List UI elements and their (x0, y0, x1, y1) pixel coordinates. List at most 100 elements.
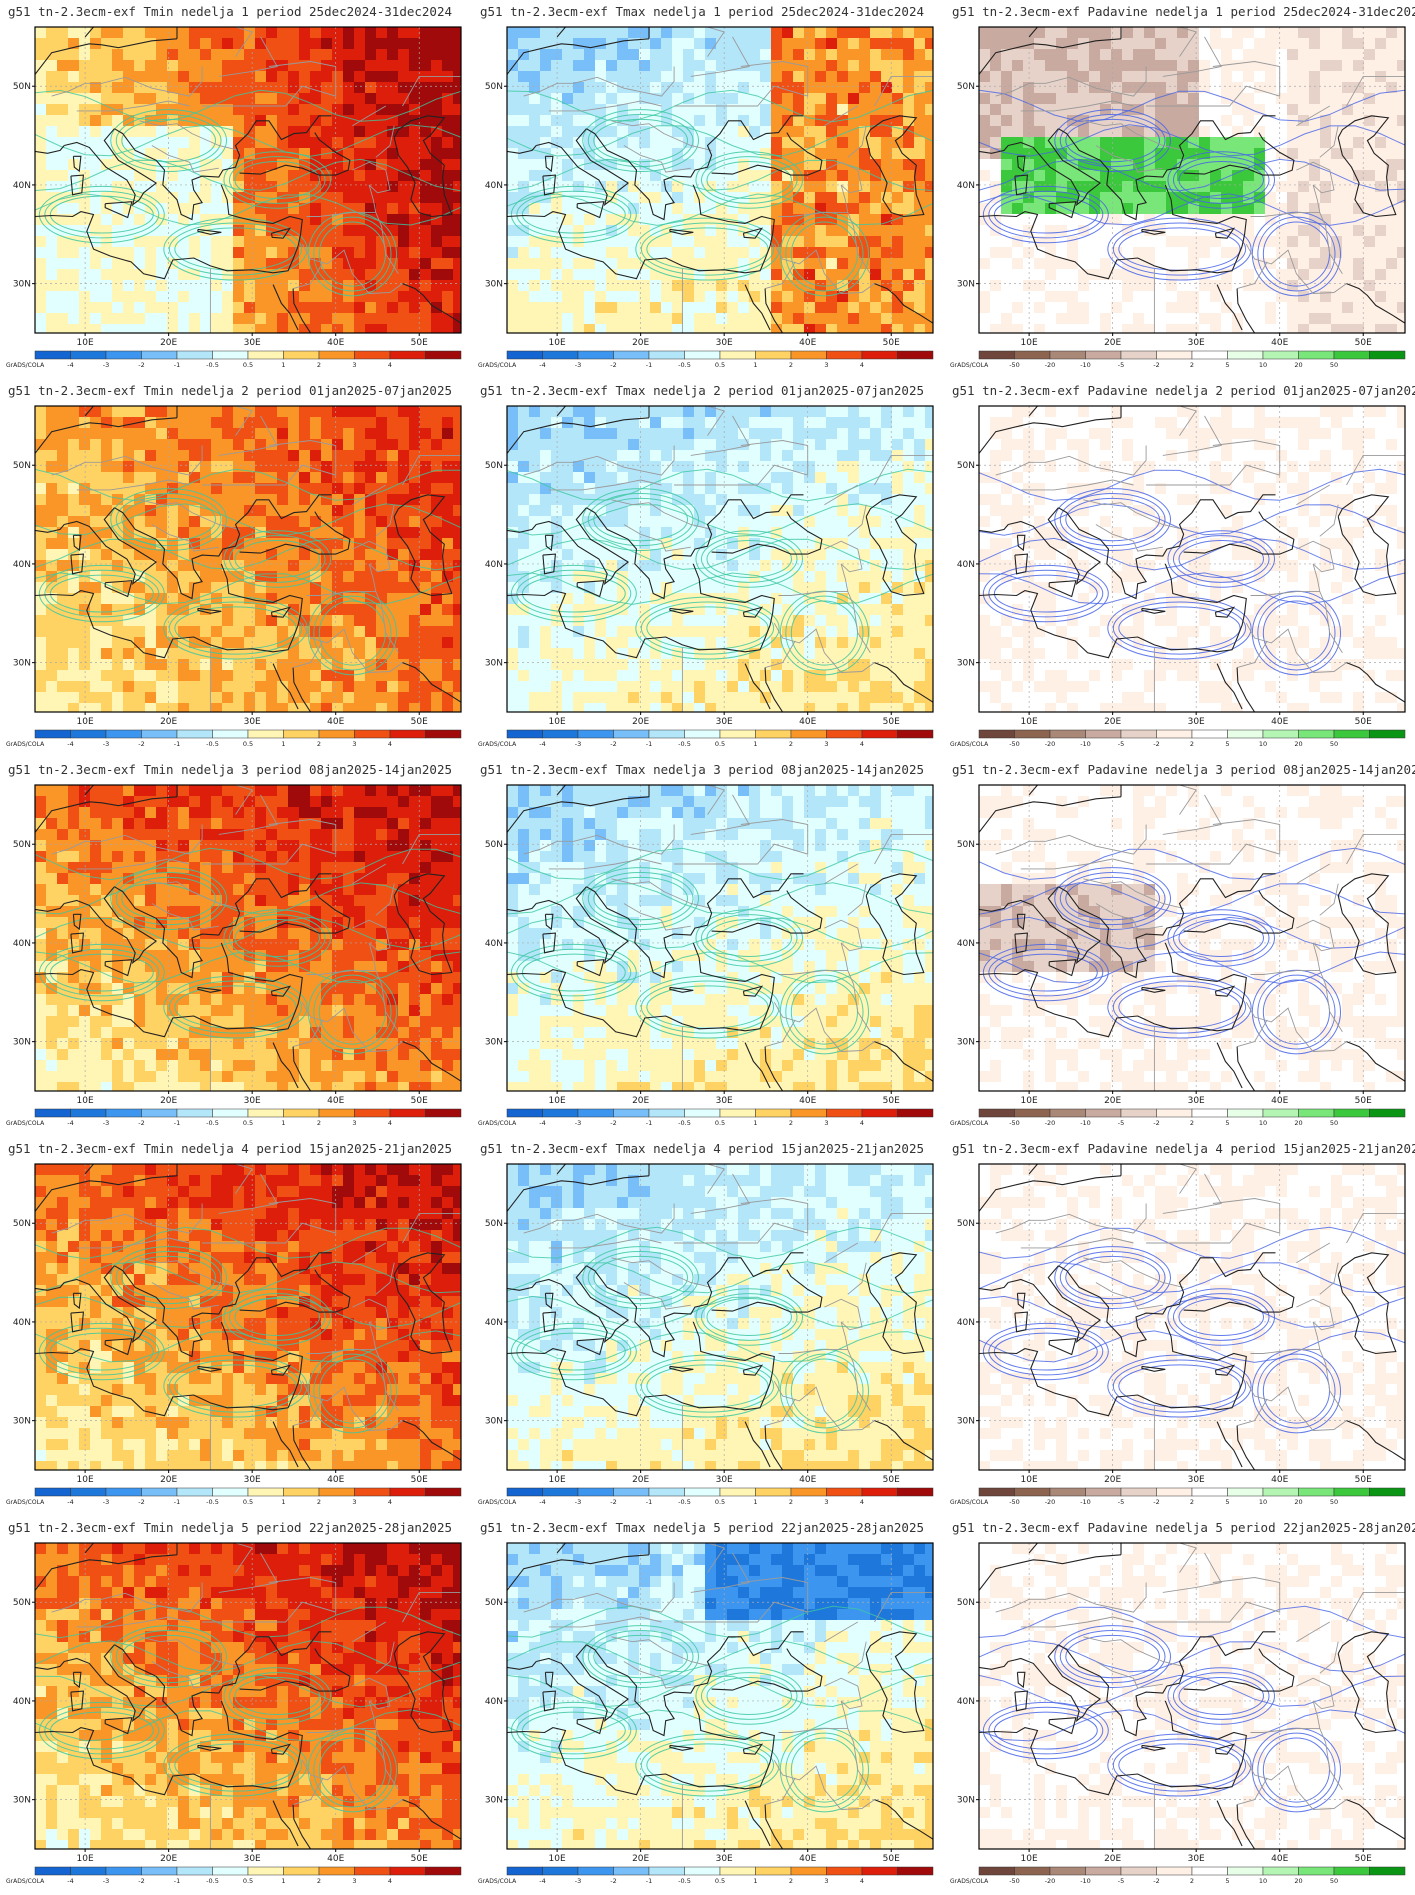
colorbar-swatch (613, 350, 650, 360)
colorbar-swatch (506, 729, 543, 739)
colorbar-label: -5 (1118, 740, 1124, 748)
lon-tick-label: 40E (799, 1096, 816, 1106)
grads-credit: GrADS/COLA (6, 1499, 45, 1506)
country-borders (523, 27, 933, 333)
lat-tick-label: 40N (957, 1697, 975, 1707)
colorbar-swatch (978, 1487, 1015, 1497)
colorbar-swatch (389, 350, 426, 360)
map-canvas: 10E 20E 30E 40E 50E 50N 40N 30N -4 -3 -2 -1 -0.5 0.5 1… (478, 784, 934, 1127)
map-canvas: 10E 20E 30E 40E 50E 50N 40N 30N -50 -20 -10 -5 -2 2 5 1… (950, 405, 1406, 748)
coastlines (35, 785, 461, 1091)
lat-tick-label: 30N (485, 659, 503, 669)
lon-tick-label: 50E (883, 1096, 900, 1106)
colorbar-swatch (176, 350, 213, 360)
map-canvas: 10E 20E 30E 40E 50E 50N 40N 30N -4 -3 -2 -1 -0.5 0.5 1… (478, 405, 934, 748)
lon-tick-label: 40E (799, 1475, 816, 1485)
colorbar-swatch (1227, 1866, 1264, 1876)
colorbar-swatch (141, 1487, 178, 1497)
country-borders (523, 1164, 933, 1470)
colorbar-label: 20 (1294, 1877, 1302, 1885)
colorbar-label: 1 (281, 740, 285, 748)
lon-tick-label: 50E (411, 1854, 428, 1864)
map-frame (34, 26, 462, 334)
colorbar-swatch (1191, 729, 1228, 739)
colorbar-label: 3 (352, 361, 356, 369)
map-panel-tmin-week-1: 10E 20E 30E 40E 50E 50N 40N 30N -4 -3 -2 -1 -0.5 0.5 1… (0, 0, 470, 379)
colorbar: -4 -3 -2 -1 -0.5 0.5 1 2 3 4 GrADS/COLA (6, 729, 462, 748)
lon-tick-label: 30E (244, 717, 261, 727)
lat-tick-label: 30N (485, 1796, 503, 1806)
colorbar-swatch (247, 1866, 284, 1876)
colorbar-swatch (1369, 350, 1406, 360)
colorbar-swatch (318, 1866, 355, 1876)
colorbar-swatch (354, 350, 391, 360)
country-borders (523, 406, 933, 712)
colorbar-swatch (176, 1866, 213, 1876)
country-borders (995, 1543, 1405, 1849)
map-panel-tmax-week-4: 10E 20E 30E 40E 50E 50N 40N 30N -4 -3 -2 -1 -0.5 0.5 1… (472, 1137, 942, 1516)
colorbar-swatch (1191, 1487, 1228, 1497)
lon-tick-label: 50E (1355, 338, 1372, 348)
colorbar-label: 4 (388, 1119, 392, 1127)
colorbar-label: -4 (67, 1498, 73, 1506)
colorbar-swatch (1014, 350, 1051, 360)
colorbar-label: 4 (860, 1498, 864, 1506)
colorbar-swatch (354, 1108, 391, 1118)
lon-tick-label: 50E (1355, 717, 1372, 727)
anomaly-shading (35, 1164, 461, 1470)
map-canvas: 10E 20E 30E 40E 50E 50N 40N 30N -50 -20 -10 -5 -2 2 5 1… (950, 26, 1406, 369)
colorbar: -50 -20 -10 -5 -2 2 5 10 20 50 GrADS/COLA (950, 729, 1406, 748)
colorbar-swatch (1156, 1108, 1193, 1118)
colorbar-swatch (1120, 729, 1157, 739)
colorbar-label: -50 (1009, 1498, 1020, 1506)
panel-title: g51 tn-2.3ecm-exf Tmin nedelja 2 period … (8, 383, 453, 398)
colorbar-label: 5 (1225, 1877, 1229, 1885)
colorbar-swatch (176, 729, 213, 739)
lon-tick-label: 20E (160, 717, 177, 727)
lon-tick-label: 40E (327, 1854, 344, 1864)
colorbar-label: 2 (1190, 1498, 1194, 1506)
lon-tick-label: 30E (716, 1854, 733, 1864)
country-borders (995, 406, 1405, 712)
coastlines (507, 1543, 933, 1849)
colorbar-label: 5 (1225, 1498, 1229, 1506)
anomaly-shading (979, 27, 1405, 333)
colorbar-swatch (425, 350, 462, 360)
colorbar-label: 20 (1294, 1119, 1302, 1127)
colorbar-label: 10 (1259, 740, 1267, 748)
lat-tick-label: 30N (485, 1038, 503, 1048)
map-frame (34, 1163, 462, 1471)
lat-tick-label: 40N (13, 1318, 31, 1328)
lat-tick-label: 30N (13, 1417, 31, 1427)
colorbar-swatch (826, 729, 863, 739)
grads-credit: GrADS/COLA (478, 1499, 517, 1506)
colorbar-swatch (861, 729, 898, 739)
colorbar-swatch (613, 729, 650, 739)
lat-tick-label: 40N (957, 1318, 975, 1328)
colorbar-swatch (1333, 1108, 1370, 1118)
lon-tick-label: 10E (549, 1475, 566, 1485)
colorbar-label: -50 (1009, 1119, 1020, 1127)
lon-tick-label: 10E (77, 717, 94, 727)
map-panel-padavine-week-5: 10E 20E 30E 40E 50E 50N 40N 30N -50 -20 -10 -5 -2 2 5 1… (944, 1516, 1415, 1895)
lon-tick-label: 10E (549, 338, 566, 348)
grads-credit: GrADS/COLA (478, 1878, 517, 1885)
colorbar-swatch (34, 1866, 71, 1876)
colorbar-label: 1 (753, 1877, 757, 1885)
lon-tick-label: 20E (160, 338, 177, 348)
colorbar-label: -50 (1009, 361, 1020, 369)
map-panel-tmax-week-5: 10E 20E 30E 40E 50E 50N 40N 30N -4 -3 -2 -1 -0.5 0.5 1… (472, 1516, 942, 1895)
colorbar-swatch (141, 729, 178, 739)
lon-tick-label: 40E (799, 1854, 816, 1864)
colorbar-swatch (897, 350, 934, 360)
colorbar-swatch (1333, 729, 1370, 739)
lon-tick-label: 20E (1104, 1475, 1121, 1485)
colorbar-swatch (318, 729, 355, 739)
lon-tick-label: 20E (1104, 1096, 1121, 1106)
colorbar-swatch (755, 350, 792, 360)
lat-tick-label: 50N (13, 840, 31, 850)
coastlines (979, 1543, 1405, 1849)
colorbar-swatch (389, 1487, 426, 1497)
lat-tick-label: 40N (13, 560, 31, 570)
coastlines (507, 785, 933, 1091)
